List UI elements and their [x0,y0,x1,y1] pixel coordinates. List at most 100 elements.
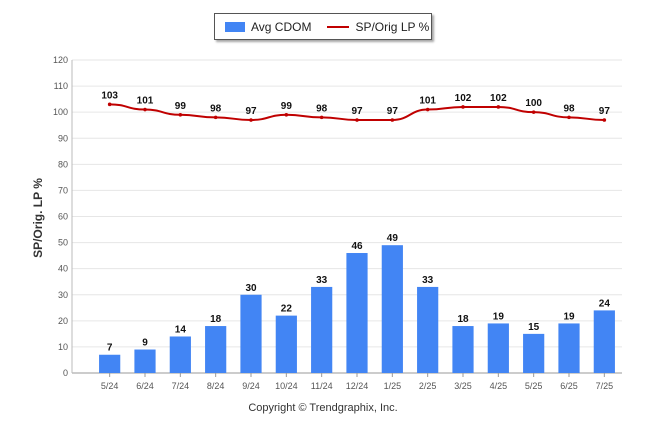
x-tick-label: 12/24 [346,381,369,391]
legend: Avg CDOM SP/Orig LP % [214,13,432,40]
bar-value-label: 33 [422,275,434,286]
bar [169,336,191,373]
line-point [355,118,359,122]
bar [452,326,474,373]
bar [311,286,333,373]
bar-value-label: 46 [351,241,363,252]
y-tick-label: 60 [58,212,68,222]
x-tick-label: 11/24 [311,381,333,391]
line-point [496,105,501,109]
bar [275,315,297,373]
line-point [284,112,289,117]
line-value-label: 100 [525,98,542,109]
bar [99,354,121,373]
bar-value-label: 49 [387,233,399,244]
line-value-label: 98 [210,103,222,114]
line-value-label: 102 [455,93,472,104]
line-point [461,105,465,109]
line-value-label: 99 [281,101,293,112]
bar [523,333,545,373]
bar-value-label: 15 [528,322,540,333]
legend-item-line: SP/Orig LP % [311,20,429,34]
line-value-label: 99 [175,101,187,112]
y-tick-label: 100 [53,107,68,117]
x-tick-label: 2/25 [419,381,437,391]
line-value-label: 97 [351,106,363,117]
bar [593,310,615,373]
y-axis-label: SP/Orig. LP % [31,178,45,258]
legend-line-label: SP/Orig LP % [355,19,430,34]
x-tick-label: 9/24 [242,381,260,391]
line-point [249,118,253,122]
bar-value-label: 19 [563,311,575,322]
line-point [602,118,607,122]
x-axis-ticks: 5/24 6/24 7/24 8/24 9/24 10/24 11/24 12/24 1/25 2… [101,373,613,391]
legend-item-bars: Avg CDOM [215,20,311,34]
y-axis-ticks: 0 10 20 30 40 50 60 70 80 90 100 110 120 [53,55,68,378]
y-tick-label: 80 [58,159,68,169]
line-point [178,112,183,117]
x-tick-label: 8/24 [207,381,225,391]
line-value-label: 102 [490,93,507,104]
y-tick-label: 10 [58,342,68,352]
legend-bar-swatch [225,21,245,32]
bar [417,286,439,373]
line-series: 103 101 99 98 97 99 98 97 97 101 102 102 100 98 97 [101,90,611,122]
x-tick-label: 6/25 [560,381,578,391]
y-tick-label: 30 [58,290,68,300]
x-tick-label: 3/25 [454,381,472,391]
legend-bar-label: Avg CDOM [251,19,312,34]
x-tick-label: 4/25 [490,381,508,391]
bar [346,253,368,373]
bar-value-label: 24 [599,298,611,309]
line-value-label: 101 [137,96,154,107]
bars: 7 9 14 18 30 22 33 46 49 33 18 19 15 19 24 [99,233,615,373]
x-tick-label: 5/24 [101,381,119,391]
line-value-label: 103 [101,90,118,101]
line-value-label: 97 [245,106,257,117]
y-tick-label: 110 [54,81,68,91]
y-tick-label: 50 [58,238,68,248]
bar-value-label: 33 [316,275,328,286]
bar-value-label: 18 [457,314,469,325]
line-point [213,115,218,120]
bar-value-label: 30 [245,283,257,294]
bar-value-label: 14 [175,324,187,335]
y-tick-label: 70 [58,185,68,195]
x-tick-label: 7/24 [172,381,190,391]
line-point [390,118,395,122]
y-tick-label: 40 [58,264,68,274]
line-value-label: 101 [419,96,436,107]
line-value-label: 97 [387,106,399,117]
legend-line-swatch [327,25,350,28]
x-tick-label: 1/25 [384,381,402,391]
y-tick-label: 20 [58,316,68,326]
bar-value-label: 22 [281,304,293,315]
line-point [143,107,147,112]
bar [205,326,227,373]
bar [558,323,580,373]
bar [134,349,156,373]
line-point [567,115,571,120]
bar [240,294,262,373]
bar-value-label: 18 [210,314,222,325]
bar-value-label: 19 [493,311,505,322]
x-tick-label: 5/25 [525,381,543,391]
x-tick-label: 7/25 [596,381,614,391]
line-point [107,102,112,107]
line-point [425,107,430,112]
y-tick-label: 120 [53,55,68,65]
x-tick-label: 10/24 [275,381,298,391]
bar [381,245,403,373]
y-tick-label: 90 [58,133,68,143]
y-tick-label: 0 [63,368,68,378]
line-value-label: 98 [316,103,328,114]
line-value-label: 98 [563,103,575,114]
bar-value-label: 9 [142,338,148,349]
line-point [531,110,536,114]
line-point [319,115,324,120]
bar-value-label: 7 [107,343,113,354]
line-value-label: 97 [599,106,611,117]
x-tick-label: 6/24 [136,381,154,391]
